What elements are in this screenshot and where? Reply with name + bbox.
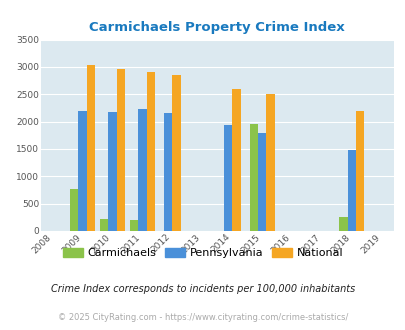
Bar [146, 72, 155, 231]
Bar [232, 89, 240, 231]
Bar [138, 109, 146, 231]
Bar [116, 69, 125, 231]
Bar [164, 113, 172, 231]
Bar [108, 112, 116, 231]
Bar [249, 124, 257, 231]
Text: Crime Index corresponds to incidents per 100,000 inhabitants: Crime Index corresponds to incidents per… [51, 284, 354, 294]
Bar [130, 219, 138, 231]
Bar [70, 189, 78, 231]
Bar [266, 94, 274, 231]
Text: © 2025 CityRating.com - https://www.cityrating.com/crime-statistics/: © 2025 CityRating.com - https://www.city… [58, 313, 347, 322]
Bar [347, 149, 355, 231]
Bar [257, 133, 266, 231]
Bar [78, 111, 87, 231]
Bar [100, 219, 108, 231]
Bar [172, 75, 180, 231]
Bar [87, 65, 95, 231]
Legend: Carmichaels, Pennsylvania, National: Carmichaels, Pennsylvania, National [58, 243, 347, 262]
Title: Carmichaels Property Crime Index: Carmichaels Property Crime Index [89, 21, 344, 34]
Bar [223, 125, 232, 231]
Bar [355, 111, 364, 231]
Bar [339, 217, 347, 231]
